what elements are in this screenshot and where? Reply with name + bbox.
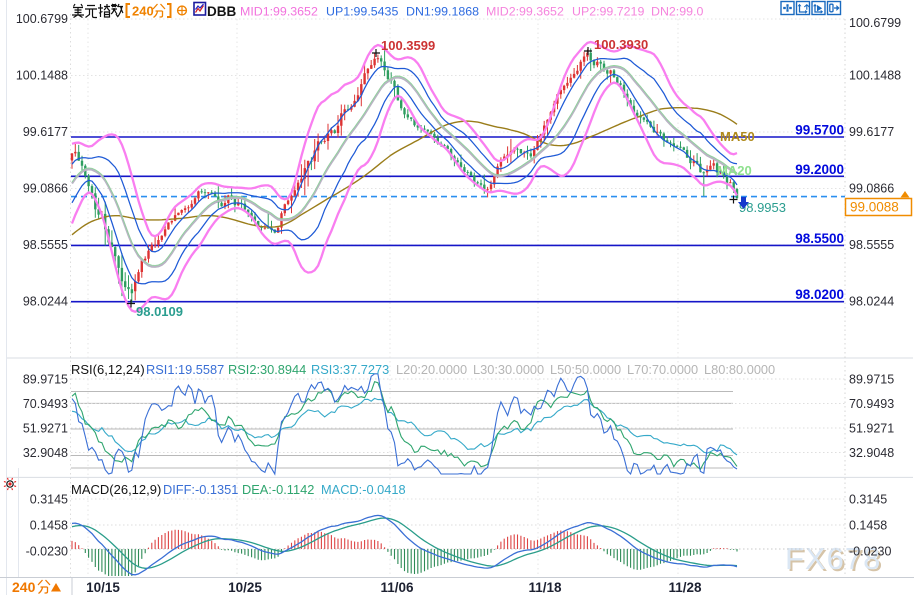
svg-text:RSI3:37.7273: RSI3:37.7273	[311, 362, 389, 377]
svg-text:DBB: DBB	[207, 4, 236, 19]
svg-text:L20:20.0000: L20:20.0000	[396, 362, 467, 377]
svg-text:32.9048: 32.9048	[849, 446, 894, 460]
svg-text:99.0866: 99.0866	[23, 182, 68, 196]
svg-text:98.0109: 98.0109	[136, 304, 183, 319]
svg-text:MID1:99.3652: MID1:99.3652	[240, 5, 318, 19]
svg-text:L70:70.0000: L70:70.0000	[627, 362, 698, 377]
svg-text:0.3145: 0.3145	[30, 493, 68, 507]
svg-text:MACD(26,12,9): MACD(26,12,9)	[71, 482, 161, 497]
svg-text:MID2:99.3652: MID2:99.3652	[486, 5, 564, 19]
svg-text:89.9715: 89.9715	[849, 373, 894, 387]
svg-text:70.9493: 70.9493	[849, 397, 894, 411]
svg-text:RSI2:30.8944: RSI2:30.8944	[228, 362, 306, 377]
svg-text:DN1:99.1868: DN1:99.1868	[406, 5, 479, 19]
svg-text:32.9048: 32.9048	[23, 446, 68, 460]
svg-text:MACD:-0.0418: MACD:-0.0418	[321, 482, 406, 497]
svg-text:98.5555: 98.5555	[23, 238, 68, 252]
svg-text:RSI1:19.5587: RSI1:19.5587	[146, 362, 224, 377]
svg-text:DEA:-0.1142: DEA:-0.1142	[242, 482, 314, 497]
svg-text:100.6799: 100.6799	[849, 16, 901, 30]
svg-text:100.1488: 100.1488	[16, 69, 68, 83]
svg-text:-0.0230: -0.0230	[26, 545, 68, 559]
svg-text:240: 240	[132, 4, 154, 19]
svg-text:70.9493: 70.9493	[23, 397, 68, 411]
svg-text:RSI(6,12,24): RSI(6,12,24)	[71, 362, 145, 377]
svg-text:UP1:99.5435: UP1:99.5435	[326, 5, 398, 19]
svg-text:0.3145: 0.3145	[849, 493, 887, 507]
svg-text:98.5555: 98.5555	[849, 238, 894, 252]
svg-text:10/25: 10/25	[228, 580, 262, 595]
svg-text:L30:30.0000: L30:30.0000	[473, 362, 544, 377]
svg-text:51.9271: 51.9271	[23, 422, 68, 436]
svg-text:98.0200: 98.0200	[795, 287, 844, 302]
svg-text:99.0866: 99.0866	[849, 182, 894, 196]
svg-text:UP2:99.7219: UP2:99.7219	[572, 5, 644, 19]
svg-text:99.0088: 99.0088	[850, 200, 899, 215]
svg-text:MA50: MA50	[720, 129, 755, 144]
svg-text:11/18: 11/18	[528, 580, 562, 595]
svg-text:L50:50.0000: L50:50.0000	[550, 362, 621, 377]
svg-text:11/28: 11/28	[668, 580, 702, 595]
svg-text:98.9953: 98.9953	[739, 200, 786, 215]
svg-text:89.9715: 89.9715	[23, 373, 68, 387]
svg-text:98.0244: 98.0244	[849, 295, 894, 309]
svg-text:100.6799: 100.6799	[16, 12, 68, 26]
svg-text:100.1488: 100.1488	[849, 69, 901, 83]
svg-text:98.5500: 98.5500	[795, 231, 844, 246]
svg-text:0.1458: 0.1458	[30, 519, 68, 533]
svg-text:FX678: FX678	[787, 543, 883, 578]
svg-text:11/06: 11/06	[380, 580, 414, 595]
svg-text:99.5700: 99.5700	[795, 123, 844, 138]
svg-text:99.6177: 99.6177	[23, 125, 68, 139]
svg-text:100.3599: 100.3599	[381, 38, 435, 53]
svg-text:100.3930: 100.3930	[594, 37, 648, 52]
svg-text:0.1458: 0.1458	[849, 519, 887, 533]
svg-text:DN2:99.0: DN2:99.0	[651, 5, 703, 19]
svg-text:FX678: FX678	[785, 541, 881, 576]
svg-text:240: 240	[12, 579, 36, 595]
svg-text:10/15: 10/15	[86, 580, 120, 595]
svg-text:99.6177: 99.6177	[849, 125, 894, 139]
svg-text:L80:80.0000: L80:80.0000	[704, 362, 775, 377]
svg-text:-0.0230: -0.0230	[849, 545, 891, 559]
svg-text:98.0244: 98.0244	[23, 295, 68, 309]
svg-text:51.9271: 51.9271	[849, 422, 894, 436]
svg-text:MA20: MA20	[717, 163, 752, 178]
svg-text:DIFF:-0.1351: DIFF:-0.1351	[163, 482, 238, 497]
svg-text:99.2000: 99.2000	[795, 162, 844, 177]
